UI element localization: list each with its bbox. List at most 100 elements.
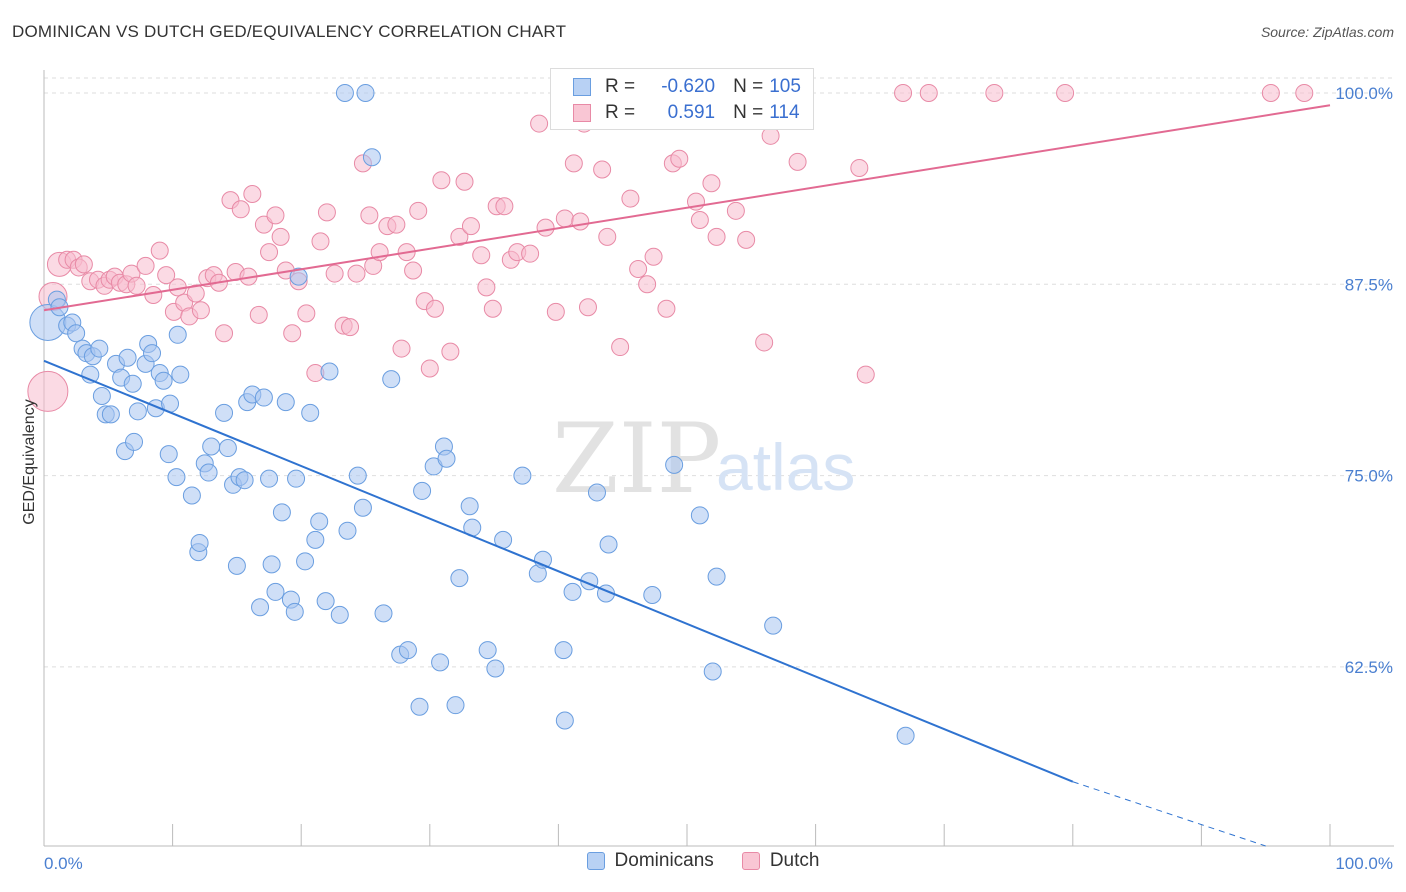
dutch-point [266, 206, 285, 225]
dominican-point [320, 362, 339, 381]
dutch-point [271, 227, 290, 246]
dutch-point [461, 217, 480, 236]
dominican-point [296, 552, 315, 571]
dominican-point [167, 468, 186, 487]
dutch-point [144, 285, 163, 304]
dominican-point [398, 641, 417, 660]
dominican-point [168, 325, 187, 344]
dutch-point [985, 83, 1004, 102]
n-value: 114 [769, 102, 800, 123]
dutch-point [347, 264, 366, 283]
dominican-point [123, 374, 142, 393]
dutch-point [317, 203, 336, 222]
y-tick-label: 62.5% [1345, 658, 1393, 677]
watermark-zip: ZIP [552, 403, 721, 515]
dominican-point [460, 497, 479, 516]
dutch-point [670, 149, 689, 168]
dominican-point [356, 83, 375, 102]
r-value: 0.591 [667, 102, 716, 123]
chart-title: DOMINICAN VS DUTCH GED/EQUIVALENCY CORRE… [12, 22, 567, 41]
dominican-point [227, 556, 246, 575]
dutch-trend-line [43, 104, 1331, 312]
y-axis-label: GED/Equivalency [21, 399, 38, 524]
tick-labels: 62.5% 75.0% 87.5% 100.0% 0.0% 100.0% [44, 84, 1393, 873]
dominican-point [171, 365, 190, 384]
legend-item-dutch: Dutch [741, 850, 820, 872]
n-label: N = [733, 102, 764, 123]
dutch-point [536, 218, 555, 237]
dutch-point [425, 299, 444, 318]
dominican-point [202, 437, 221, 456]
dutch-point [521, 244, 540, 263]
dominican-point [703, 662, 722, 681]
dominican-point [190, 533, 209, 552]
dominican-point [287, 469, 306, 488]
watermark-atlas: atlas [716, 430, 855, 504]
dutch-point [530, 114, 549, 133]
dominican-point [348, 466, 367, 485]
dominican-point [316, 592, 335, 611]
dutch-swatch [573, 104, 591, 122]
dominican-point [478, 641, 497, 660]
y-tick-label: 75.0% [1345, 467, 1393, 486]
dominican-point [276, 393, 295, 412]
dominican-point [285, 602, 304, 621]
dutch-point [472, 246, 491, 265]
dutch-point [578, 298, 597, 317]
dominican-point [266, 582, 285, 601]
dominican-point [431, 653, 450, 672]
dutch-point [629, 259, 648, 278]
dominican-point [272, 503, 291, 522]
dominican-point [563, 582, 582, 601]
dutch-point [215, 324, 234, 343]
dominican-point [125, 432, 144, 451]
dutch-point [1295, 83, 1314, 102]
dutch-point [191, 301, 210, 320]
dominican-point [513, 466, 532, 485]
dutch-point [432, 171, 451, 190]
dominican-point [643, 585, 662, 604]
dominican-point [154, 371, 173, 390]
dutch-point [27, 370, 69, 412]
dutch-point [546, 302, 565, 321]
dutch-point [702, 174, 721, 193]
dominican-point [128, 402, 147, 421]
legend-item-dominicans: Dominicans [586, 850, 714, 872]
dominican-point [143, 344, 162, 363]
dominican-point [437, 449, 456, 468]
correlation-legend: R = -0.620 N = 105 R = 0.591 N = 114 [550, 68, 814, 130]
dutch-point [755, 333, 774, 352]
dutch-point [555, 209, 574, 228]
source-credit: Source: ZipAtlas.com [1260, 24, 1394, 40]
dutch-point [1056, 83, 1075, 102]
dutch-point [737, 230, 756, 249]
dominican-point [335, 83, 354, 102]
dominican-point [101, 405, 120, 424]
dutch-point [74, 255, 93, 274]
dutch-point [856, 365, 875, 384]
dutch-point [571, 212, 590, 231]
dutch-point [341, 318, 360, 337]
dutch-point [564, 154, 583, 173]
dominican-point [215, 403, 234, 422]
axes [43, 70, 1394, 847]
dominican-point [118, 348, 137, 367]
dominican-point [235, 471, 254, 490]
n-value: 105 [769, 76, 801, 97]
dominican-point [260, 469, 279, 488]
y-tick-label: 100.0% [1335, 84, 1393, 103]
dominican-point [764, 616, 783, 635]
dutch-point [283, 324, 302, 343]
dutch-point [621, 189, 640, 208]
dutch-point [409, 201, 428, 220]
dutch-point [495, 197, 514, 216]
legend-label: Dutch [769, 850, 820, 871]
dutch-points [27, 83, 1314, 412]
dutch-point [894, 83, 913, 102]
dutch-point [483, 299, 502, 318]
dutch-point [231, 200, 250, 219]
dominican-point [690, 506, 709, 525]
dominican-point [306, 530, 325, 549]
x-tick-label: 100.0% [1335, 854, 1393, 873]
dutch-point [325, 264, 344, 283]
